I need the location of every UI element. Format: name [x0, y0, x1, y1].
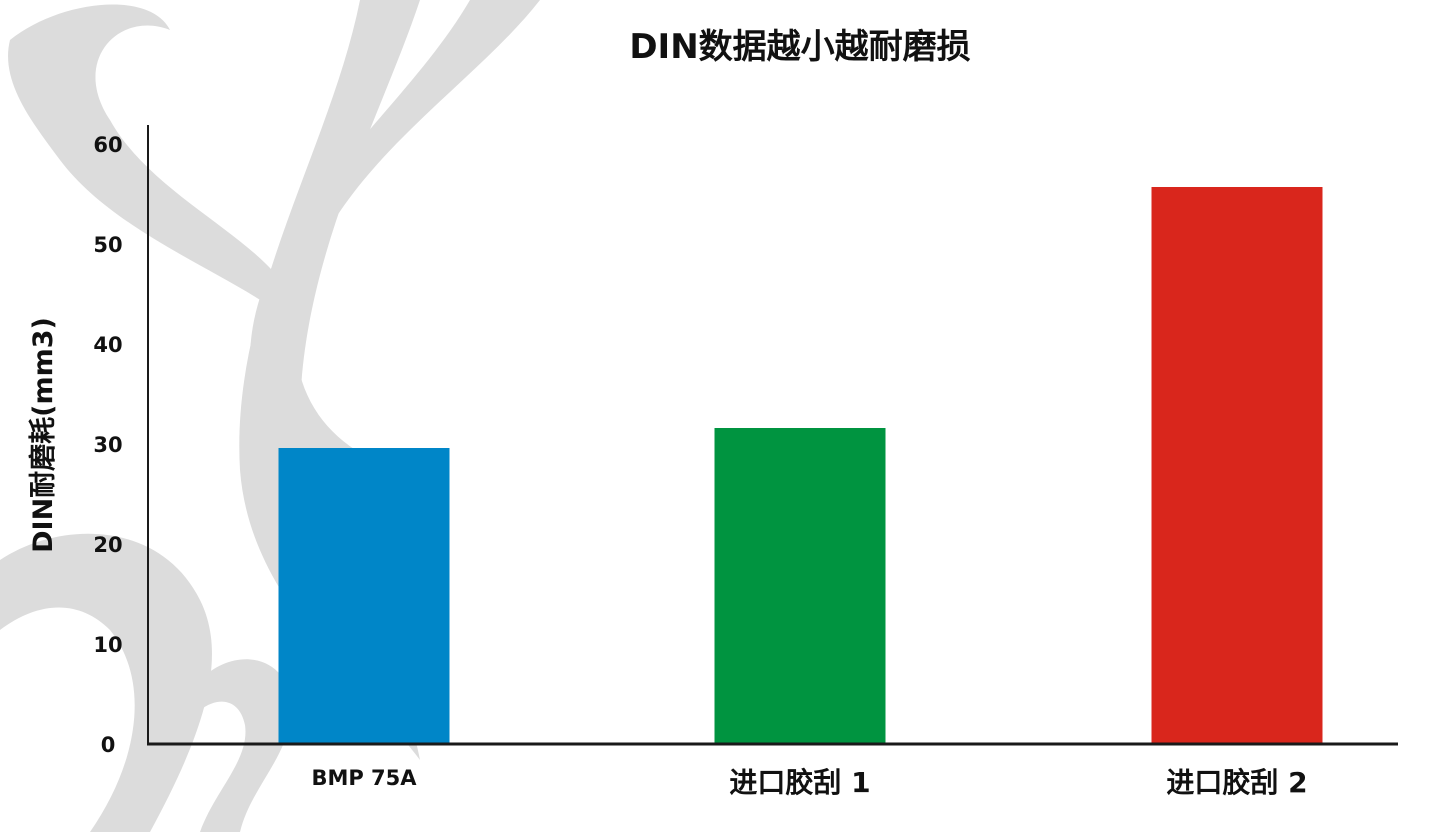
x-category-label-1: BMP 75A [311, 766, 417, 790]
y-tick-label: 10 [93, 633, 122, 657]
watermark-swirl-curl [200, 659, 292, 832]
y-tick-label: 40 [93, 333, 122, 357]
x-category-labels: BMP 75A 进口胶刮 1 进口胶刮 2 [311, 766, 1307, 799]
bars-group [278, 187, 1323, 744]
y-tick-label: 50 [93, 233, 122, 257]
watermark-swirl-lower [0, 533, 212, 832]
chart-title: DIN数据越小越耐磨损 [629, 27, 970, 67]
x-category-label-2: 进口胶刮 1 [729, 766, 870, 799]
y-tick-label: 20 [93, 533, 122, 557]
y-tick-labels: 0 10 20 30 40 50 60 [93, 133, 122, 757]
y-tick-label: 30 [93, 433, 122, 457]
watermark-swirl-right [250, 0, 540, 479]
y-tick-label: 60 [93, 133, 122, 157]
watermark-swirl-upper [8, 4, 300, 331]
y-axis-title: DIN耐磨耗(mm3) [28, 317, 59, 553]
bar-2 [714, 428, 886, 744]
bar-1 [278, 448, 450, 744]
x-category-label-3: 进口胶刮 2 [1166, 766, 1307, 799]
y-tick-label: 0 [101, 733, 116, 757]
bar-3 [1151, 187, 1323, 744]
